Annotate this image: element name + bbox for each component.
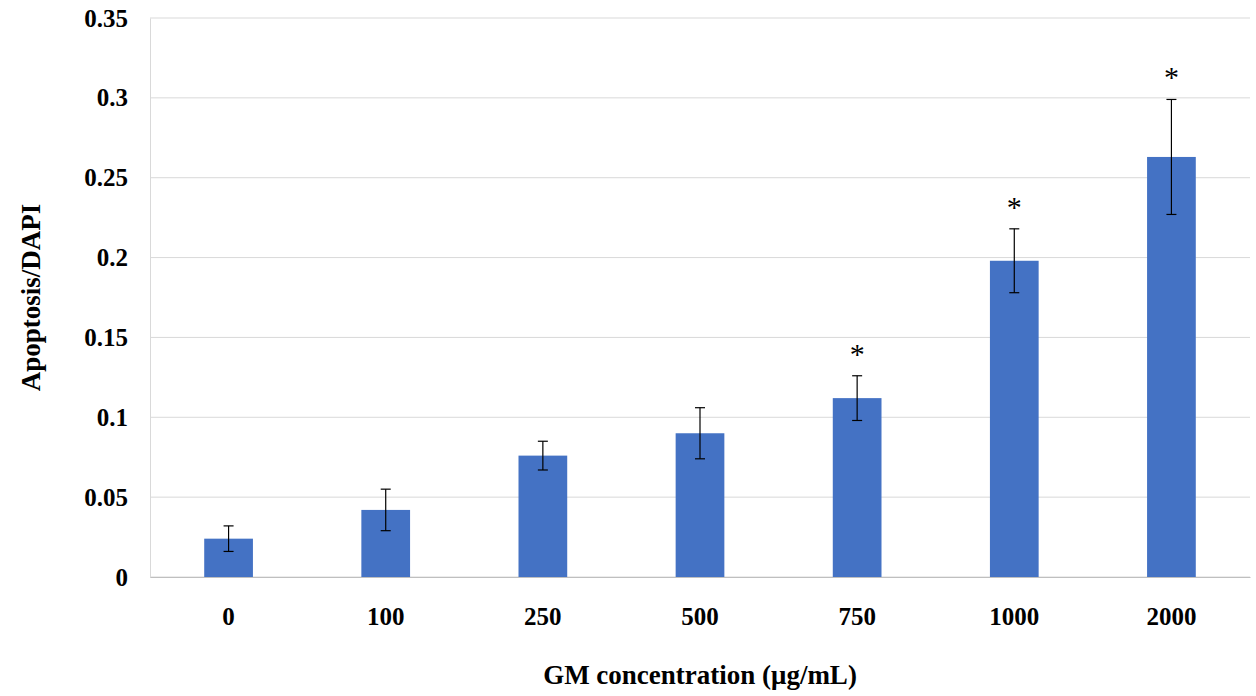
x-tick-label: 250 [524, 603, 562, 630]
error-stem [1171, 99, 1172, 214]
error-cap-top [695, 407, 705, 408]
x-tick: 250 [524, 577, 562, 630]
bar [519, 456, 568, 577]
error-bar [538, 441, 548, 470]
grid-line [150, 257, 1250, 258]
error-cap-top [381, 489, 391, 490]
grid-line [150, 337, 1250, 338]
error-bar [852, 376, 862, 421]
grid-line [150, 177, 1250, 178]
y-axis-title: Apoptosis/DAPI [16, 204, 46, 392]
error-bar [1009, 229, 1019, 293]
error-cap-top [224, 525, 234, 526]
error-bar [695, 408, 705, 459]
grid [150, 18, 1250, 577]
y-tick: 0.2 [97, 244, 150, 271]
error-cap-bottom [1166, 214, 1176, 215]
y-tick-label: 0.05 [84, 484, 128, 511]
x-tick: 2000 [1146, 577, 1196, 630]
significance-marker: * [1007, 190, 1022, 223]
x-tick: 100 [367, 577, 405, 630]
bars [204, 99, 1196, 577]
y-tick-label: 0.35 [84, 5, 128, 32]
y-tick-label: 0 [116, 564, 129, 591]
error-cap-top [852, 375, 862, 376]
error-stem [857, 376, 858, 421]
x-axis-line [151, 577, 1251, 578]
x-tick: 500 [681, 577, 719, 630]
error-cap-top [538, 441, 548, 442]
x-tick-label: 2000 [1146, 603, 1196, 630]
error-stem [385, 489, 386, 531]
error-bar [224, 526, 234, 552]
y-tick-label: 0.25 [84, 164, 128, 191]
y-tick: 0.25 [84, 164, 150, 191]
plot: 0 0.05 0.1 0.15 0.2 0.25 0.3 0.35 0 100 250 500 750 1… [84, 5, 1250, 630]
significance-marker: * [850, 337, 865, 370]
x-axis: 0 100 250 500 750 1000 2000 [151, 577, 1251, 630]
error-stem [1014, 229, 1015, 293]
y-tick: 0.15 [84, 324, 150, 351]
error-cap-top [1166, 99, 1176, 100]
annotations: * * * [850, 60, 1179, 369]
x-tick-label: 100 [367, 603, 405, 630]
error-cap-bottom [852, 420, 862, 421]
y-tick: 0.05 [84, 484, 150, 511]
error-stem [228, 526, 229, 552]
x-tick-label: 0 [222, 603, 235, 630]
error-stem [542, 441, 543, 470]
grid-line [150, 18, 1250, 19]
x-tick: 750 [838, 577, 876, 630]
x-tick-label: 1000 [989, 603, 1039, 630]
y-tick: 0.3 [97, 84, 150, 111]
y-tick: 0 [116, 564, 151, 591]
significance-marker: * [1164, 60, 1179, 93]
y-tick-label: 0.2 [97, 244, 128, 271]
y-tick: 0.35 [84, 5, 150, 32]
error-cap-bottom [695, 458, 705, 459]
x-axis-title: GM concentration (μg/mL) [543, 660, 857, 690]
y-tick-label: 0.3 [97, 84, 128, 111]
x-tick: 1000 [989, 577, 1039, 630]
error-bar [381, 489, 391, 531]
bar [1147, 157, 1196, 577]
chart: 0 0.05 0.1 0.15 0.2 0.25 0.3 0.35 0 100 250 500 750 1… [0, 0, 1256, 696]
bar [833, 398, 882, 577]
error-cap-bottom [224, 551, 234, 552]
x-tick-label: 750 [838, 603, 876, 630]
error-bar [1166, 99, 1176, 214]
error-cap-bottom [381, 530, 391, 531]
y-tick-label: 0.1 [97, 404, 128, 431]
bar [990, 261, 1039, 577]
error-stem [699, 408, 700, 459]
error-cap-bottom [538, 469, 548, 470]
error-cap-top [1009, 228, 1019, 229]
y-tick-label: 0.15 [84, 324, 128, 351]
error-cap-bottom [1009, 292, 1019, 293]
y-axis: 0 0.05 0.1 0.15 0.2 0.25 0.3 0.35 [84, 5, 150, 591]
x-tick: 0 [222, 577, 235, 630]
y-tick: 0.1 [97, 404, 150, 431]
y-axis-line [150, 19, 151, 578]
x-tick-label: 500 [681, 603, 719, 630]
grid-line [150, 97, 1250, 98]
